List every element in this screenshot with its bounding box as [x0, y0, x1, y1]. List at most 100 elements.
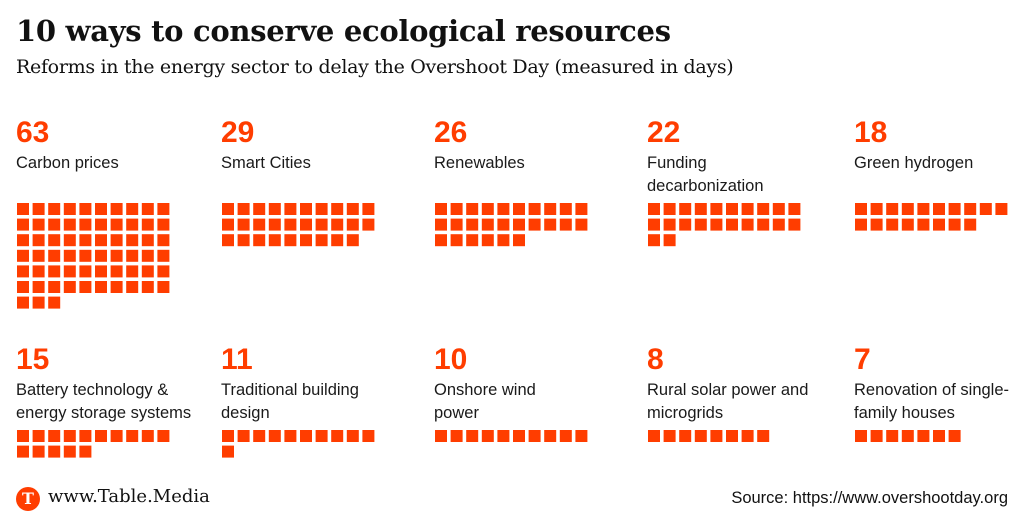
waffle-square — [48, 445, 61, 458]
waffle-square — [17, 265, 29, 278]
waffle-square — [126, 265, 139, 278]
waffle-square — [362, 203, 375, 215]
waffle-square — [726, 430, 738, 442]
waffle-square — [110, 430, 123, 442]
waffle-grid — [17, 203, 170, 309]
waffle-square — [466, 234, 479, 247]
waffle-square — [157, 265, 170, 278]
value-label: 11 — [221, 343, 253, 376]
waffle-square — [964, 203, 977, 215]
waffle-square — [497, 203, 510, 215]
waffle-square — [450, 203, 463, 215]
waffle-square — [95, 281, 107, 293]
waffle-square — [157, 430, 170, 442]
category-label: Renovation of single-family houses — [854, 381, 1010, 422]
waffle-square — [63, 249, 76, 262]
waffle-square — [886, 218, 899, 231]
waffle-square — [141, 203, 154, 215]
waffle-square — [268, 430, 281, 442]
waffle-square — [679, 430, 692, 442]
waffle-square — [284, 203, 297, 215]
waffle-square — [268, 203, 281, 215]
waffle-square — [741, 203, 754, 215]
waffle-square — [300, 218, 312, 231]
waffle-grid — [855, 203, 1008, 231]
waffle-square — [886, 430, 899, 442]
waffle-square — [466, 430, 479, 442]
category-label: Green hydrogen — [854, 154, 974, 172]
category-label: Renewables — [434, 154, 525, 172]
waffle-square — [63, 218, 76, 231]
waffle-square — [95, 430, 107, 442]
waffle-square — [17, 430, 29, 442]
value-label: 15 — [16, 343, 50, 376]
waffle-square — [450, 234, 463, 247]
value-label: 29 — [221, 116, 255, 149]
waffle-square — [222, 203, 234, 215]
waffle-square — [17, 296, 29, 309]
waffle-grid — [855, 430, 961, 442]
value-label: 63 — [16, 116, 50, 149]
waffle-square — [948, 218, 961, 231]
waffle-square — [157, 234, 170, 247]
waffle-square — [331, 203, 344, 215]
waffle-square — [222, 430, 234, 442]
waffle-square — [995, 203, 1008, 215]
category-label: Rural solar power and microgrids — [647, 381, 809, 422]
waffle-square — [575, 218, 588, 231]
category-label: Carbon prices — [16, 154, 119, 172]
waffle-square — [575, 430, 588, 442]
waffle-square — [933, 430, 945, 442]
waffle-square — [237, 430, 250, 442]
waffle-square — [32, 203, 45, 215]
waffle-square — [32, 249, 45, 262]
waffle-square — [48, 265, 61, 278]
waffle-square — [32, 281, 45, 293]
waffle-square — [63, 281, 76, 293]
waffle-square — [79, 218, 92, 231]
waffle-square — [741, 218, 754, 231]
waffle-square — [315, 203, 328, 215]
chart-subtitle: Reforms in the energy sector to delay th… — [16, 56, 734, 78]
waffle-grid — [648, 430, 770, 442]
waffle-square — [48, 218, 61, 231]
waffle-square — [79, 430, 92, 442]
waffle-square — [757, 203, 770, 215]
waffle-square — [559, 430, 572, 442]
waffle-square — [126, 203, 139, 215]
footer-site-link[interactable]: www.Table.Media — [48, 486, 210, 507]
waffle-square — [513, 430, 525, 442]
waffle-square — [48, 234, 61, 247]
waffle-square — [648, 218, 660, 231]
waffle-square — [559, 203, 572, 215]
waffle-square — [237, 203, 250, 215]
waffle-square — [544, 430, 557, 442]
waffle-square — [157, 203, 170, 215]
table-media-logo-icon: T — [16, 487, 40, 511]
waffle-square — [513, 234, 525, 247]
waffle-square — [141, 218, 154, 231]
waffle-square — [948, 430, 961, 442]
waffle-square — [772, 203, 785, 215]
waffle-square — [110, 281, 123, 293]
waffle-square — [788, 203, 801, 215]
waffle-square — [237, 234, 250, 247]
waffle-square — [79, 281, 92, 293]
waffle-square — [544, 203, 557, 215]
logo-letter: T — [22, 489, 34, 508]
waffle-square — [222, 445, 234, 458]
value-label: 26 — [434, 116, 468, 149]
waffle-square — [435, 218, 447, 231]
waffle-square — [450, 218, 463, 231]
waffle-square — [917, 430, 930, 442]
waffle-square — [513, 203, 525, 215]
waffle-square — [964, 218, 977, 231]
waffle-square — [757, 430, 770, 442]
waffle-square — [126, 281, 139, 293]
category-label: Smart Cities — [221, 154, 311, 172]
waffle-grid — [435, 430, 588, 442]
waffle-square — [362, 218, 375, 231]
value-label: 22 — [647, 116, 681, 149]
waffle-square — [513, 218, 525, 231]
waffle-square — [648, 203, 660, 215]
